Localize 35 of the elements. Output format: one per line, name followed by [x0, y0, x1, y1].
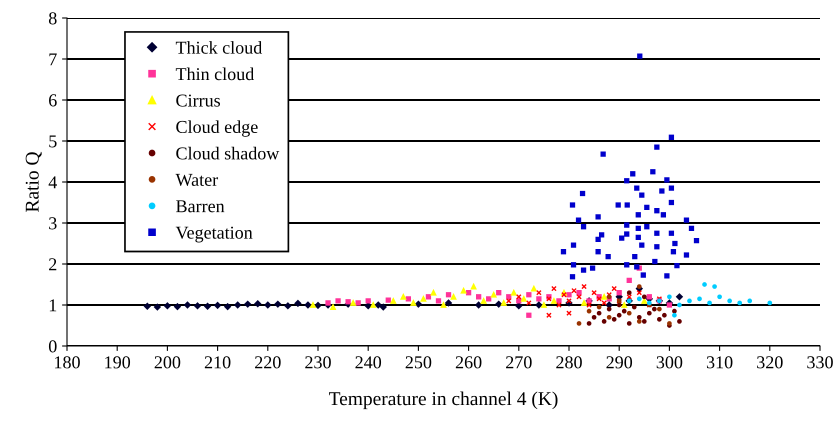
legend-label: Thin cloud [176, 68, 254, 80]
x-tick-label: 180 [55, 356, 80, 368]
x-tick-label: 320 [757, 356, 783, 368]
y-tick-label: 2 [49, 258, 56, 270]
x-tick-label: 310 [706, 356, 732, 368]
y-axis-title: Ratio Q [26, 152, 42, 212]
y-tick-label: 8 [48, 12, 57, 24]
x-tick-label: 280 [556, 356, 582, 368]
x-tick-label: 250 [406, 356, 432, 368]
x-tick-label: 200 [154, 356, 180, 368]
legend-label: Barren [176, 200, 224, 212]
legend-label: Cloud edge [176, 120, 258, 137]
x-tick-label: 330 [807, 356, 833, 368]
x-tick-label: 300 [656, 356, 682, 368]
legend-label: Cloud shadow [176, 146, 280, 160]
y-tick-label: 6 [49, 94, 57, 106]
y-tick-label: 7 [49, 53, 57, 66]
y-tick-label: 4 [48, 176, 57, 188]
y-tick-label: 3 [49, 217, 57, 230]
x-tick-label: 210 [204, 356, 230, 368]
y-tick-label: 5 [49, 135, 57, 148]
x-tick-label: 220 [255, 356, 281, 368]
x-tick-label: 190 [105, 356, 130, 368]
x-tick-label: 240 [355, 356, 382, 368]
y-tick-label: 1 [50, 299, 56, 312]
x-axis-title: Temperature in channel 4 (K) [329, 392, 558, 410]
legend-label: Thick cloud [176, 41, 262, 54]
y-tick-label: 0 [48, 340, 57, 352]
x-tick-label: 290 [606, 356, 632, 368]
legend-label: Water [176, 174, 218, 186]
x-tick-label: 260 [456, 356, 482, 368]
legend-label: Vegetation [176, 226, 252, 242]
legend-label: Cirrus [176, 94, 220, 107]
x-tick-label: 270 [506, 356, 532, 368]
x-tick-label: 230 [305, 356, 331, 368]
